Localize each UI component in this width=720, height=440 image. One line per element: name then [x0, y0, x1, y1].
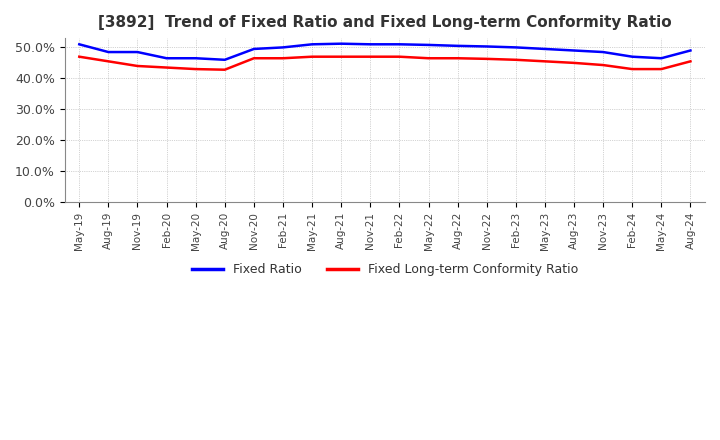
- Fixed Ratio: [162, 55, 171, 61]
- Fixed Ratio: [628, 54, 636, 59]
- Fixed Ratio: [279, 45, 287, 50]
- Fixed Long-term Conformity Ratio: [366, 54, 374, 59]
- Fixed Ratio: [250, 46, 258, 51]
- Fixed Long-term Conformity Ratio: [628, 66, 636, 72]
- Fixed Ratio: [192, 55, 200, 61]
- Fixed Ratio: [424, 42, 433, 48]
- Fixed Ratio: [570, 48, 578, 53]
- Legend: Fixed Ratio, Fixed Long-term Conformity Ratio: Fixed Ratio, Fixed Long-term Conformity …: [186, 258, 583, 282]
- Fixed Long-term Conformity Ratio: [75, 54, 84, 59]
- Fixed Ratio: [395, 42, 404, 47]
- Fixed Ratio: [104, 49, 113, 55]
- Fixed Long-term Conformity Ratio: [220, 67, 229, 72]
- Fixed Long-term Conformity Ratio: [482, 56, 491, 62]
- Fixed Long-term Conformity Ratio: [192, 66, 200, 72]
- Line: Fixed Long-term Conformity Ratio: Fixed Long-term Conformity Ratio: [79, 57, 690, 70]
- Fixed Long-term Conformity Ratio: [541, 59, 549, 64]
- Fixed Long-term Conformity Ratio: [686, 59, 695, 64]
- Fixed Ratio: [686, 48, 695, 53]
- Fixed Ratio: [75, 42, 84, 47]
- Fixed Long-term Conformity Ratio: [395, 54, 404, 59]
- Fixed Ratio: [133, 49, 142, 55]
- Fixed Long-term Conformity Ratio: [511, 57, 520, 62]
- Fixed Ratio: [541, 46, 549, 51]
- Fixed Ratio: [454, 43, 462, 48]
- Fixed Long-term Conformity Ratio: [250, 55, 258, 61]
- Fixed Long-term Conformity Ratio: [337, 54, 346, 59]
- Fixed Ratio: [220, 57, 229, 62]
- Fixed Long-term Conformity Ratio: [599, 62, 608, 68]
- Fixed Ratio: [307, 42, 316, 47]
- Fixed Long-term Conformity Ratio: [657, 66, 666, 72]
- Fixed Ratio: [599, 49, 608, 55]
- Fixed Ratio: [366, 42, 374, 47]
- Fixed Ratio: [657, 55, 666, 61]
- Fixed Long-term Conformity Ratio: [162, 65, 171, 70]
- Fixed Long-term Conformity Ratio: [424, 55, 433, 61]
- Fixed Long-term Conformity Ratio: [307, 54, 316, 59]
- Fixed Ratio: [337, 41, 346, 46]
- Fixed Long-term Conformity Ratio: [133, 63, 142, 69]
- Line: Fixed Ratio: Fixed Ratio: [79, 44, 690, 60]
- Fixed Long-term Conformity Ratio: [104, 59, 113, 64]
- Fixed Ratio: [482, 44, 491, 49]
- Title: [3892]  Trend of Fixed Ratio and Fixed Long-term Conformity Ratio: [3892] Trend of Fixed Ratio and Fixed Lo…: [98, 15, 672, 30]
- Fixed Long-term Conformity Ratio: [570, 60, 578, 66]
- Fixed Long-term Conformity Ratio: [279, 55, 287, 61]
- Fixed Ratio: [511, 45, 520, 50]
- Fixed Long-term Conformity Ratio: [454, 55, 462, 61]
